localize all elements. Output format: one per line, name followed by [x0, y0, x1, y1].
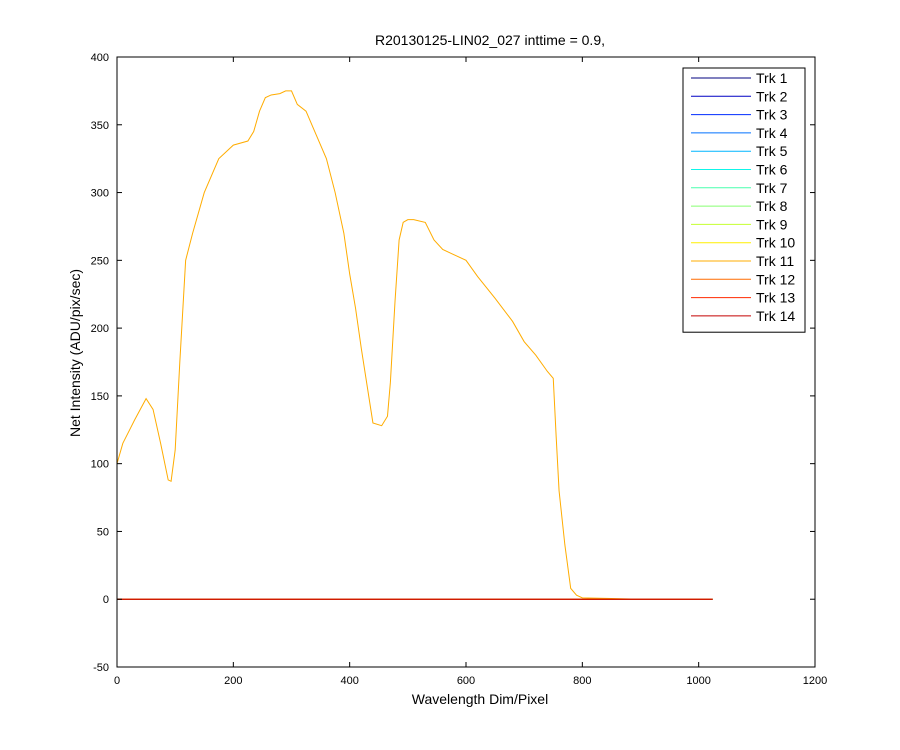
legend-label: Trk 6	[756, 162, 788, 178]
chart-title: R20130125-LIN02_027 inttime = 0.9,	[375, 32, 605, 48]
legend-label: Trk 14	[756, 308, 795, 324]
y-tick-label: 100	[91, 459, 109, 471]
y-tick-label: -50	[93, 662, 109, 674]
legend-label: Trk 3	[756, 107, 788, 123]
legend-label: Trk 2	[756, 88, 788, 104]
y-tick-label: 300	[91, 188, 109, 200]
x-tick-label: 1000	[686, 675, 710, 687]
y-tick-label: 400	[91, 52, 109, 64]
legend: Trk 1 Trk 2 Trk 3 Trk 4 Trk 5 Trk 6 Trk 7 Trk 8…	[682, 67, 806, 333]
legend-label: Trk 5	[756, 143, 788, 159]
x-tick-label: 200	[224, 675, 242, 687]
y-tick-label: 200	[91, 323, 109, 335]
legend-label: Trk 12	[756, 271, 795, 287]
axis-ticks: 0 200 400 600 800 1000 1200 -50 0 50 100 150 200 250 3…	[91, 52, 828, 687]
legend-label: Trk 11	[756, 253, 794, 269]
y-tick-label: 350	[91, 120, 109, 132]
legend-label: Trk 10	[756, 235, 795, 251]
legend-label: Trk 9	[756, 216, 788, 232]
legend-box	[682, 67, 806, 333]
legend-label: Trk 8	[756, 198, 788, 214]
y-tick-label: 250	[91, 255, 109, 267]
x-axis-title: Wavelength Dim/Pixel	[412, 691, 548, 707]
x-tick-label: 800	[573, 675, 591, 687]
x-tick-label: 400	[340, 675, 358, 687]
legend-label: Trk 1	[756, 70, 788, 86]
y-tick-label: 0	[103, 594, 109, 606]
legend-label: Trk 4	[756, 125, 788, 141]
y-tick-label: 150	[91, 391, 109, 403]
x-tick-label: 0	[114, 675, 120, 687]
legend-label: Trk 7	[756, 180, 788, 196]
series-line-11	[116, 90, 713, 600]
y-tick-label: 50	[97, 526, 109, 538]
legend-label: Trk 13	[756, 290, 795, 306]
y-axis-title: Net Intensity (ADU/pix/sec)	[67, 269, 83, 437]
plot-area	[116, 90, 713, 600]
x-tick-label: 1200	[803, 675, 827, 687]
x-tick-label: 600	[457, 675, 475, 687]
